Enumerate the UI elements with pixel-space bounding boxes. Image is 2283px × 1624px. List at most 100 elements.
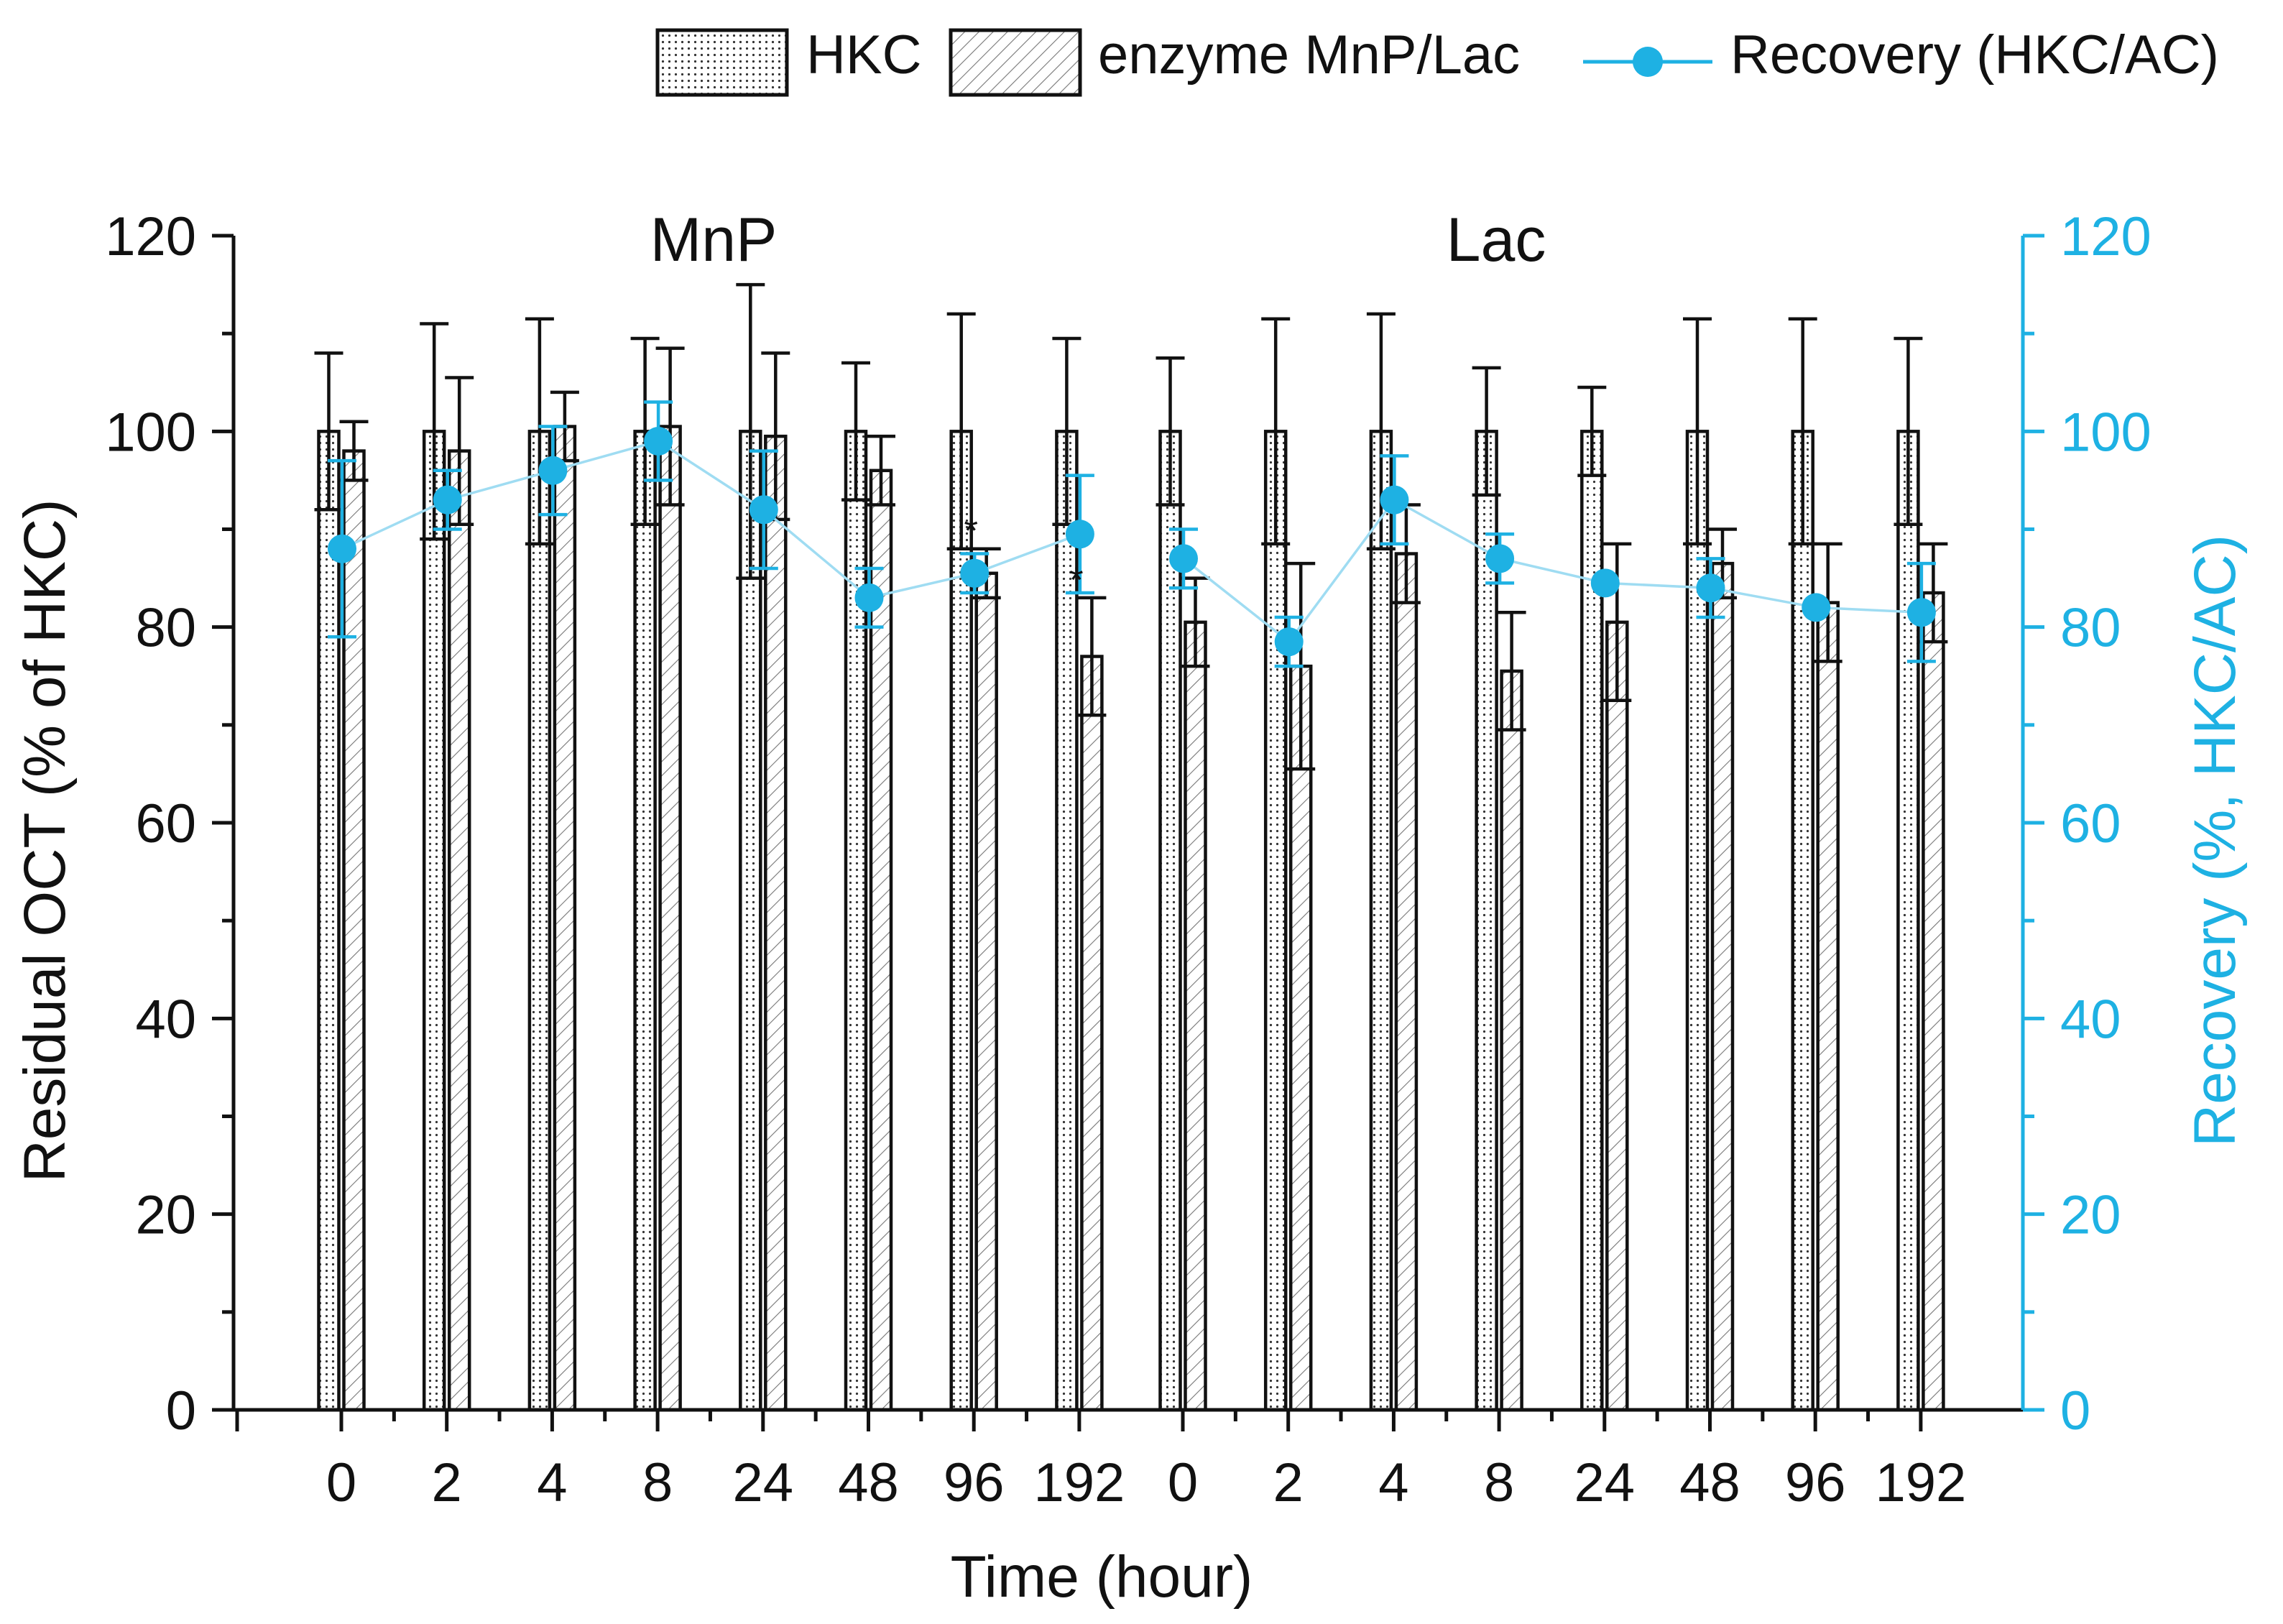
bar-hkc-lac-2 <box>1263 430 1288 1412</box>
bar-enzyme-mnp-96 <box>974 571 998 1412</box>
bar-enzyme-lac-2 <box>1288 664 1313 1412</box>
x-tick-label-mnp-48: 48 <box>838 1452 899 1513</box>
recovery-line-lac <box>1182 498 1922 644</box>
plot-area: ** <box>314 282 1948 1412</box>
legend-hkc-label: HKC <box>806 24 921 86</box>
bar-hkc-lac-96 <box>1791 430 1814 1412</box>
y2-tick-label-120: 120 <box>2060 206 2151 267</box>
y2-tick-label-0: 0 <box>2060 1380 2090 1441</box>
y2-tick-label-60: 60 <box>2060 793 2121 854</box>
y-tick-label-0: 0 <box>166 1380 196 1441</box>
y2-axis-title: Recovery (%, HKC/AC) <box>2182 535 2248 1147</box>
bar-enzyme-mnp-48 <box>869 469 893 1412</box>
bar-hkc-mnp-48 <box>844 430 868 1412</box>
y2-axis-ticks: 0 20 40 60 80 100 120 <box>2023 206 2151 1441</box>
bar-enzyme-mnp-24 <box>764 434 788 1412</box>
err-enzyme-mnp-8 <box>655 346 685 507</box>
bar-enzyme-mnp-192 <box>1080 655 1104 1412</box>
bar-enzyme-lac-192 <box>1922 591 1945 1412</box>
bar-enzyme-lac-48 <box>1710 561 1735 1412</box>
err-hkc-lac-192 <box>1894 336 1923 526</box>
legend: HKC enzyme MnP/Lac Recovery (HKC/AC) <box>655 24 2219 97</box>
group-title-mnp: MnP <box>650 206 778 274</box>
legend-enzyme-label: enzyme MnP/Lac <box>1098 24 1520 86</box>
y-tick-label-40: 40 <box>135 989 196 1050</box>
y-tick-label-120: 120 <box>105 206 196 267</box>
y-axis-ticks: 0 20 40 60 80 100 120 <box>105 206 234 1441</box>
err-hkc-lac-0 <box>1156 356 1185 507</box>
bar-hkc-lac-192 <box>1896 430 1920 1412</box>
bar-hkc-mnp-8 <box>633 430 657 1412</box>
point-recovery-lac-0 <box>1169 544 1198 573</box>
y2-tick-label-80: 80 <box>2060 598 2121 659</box>
y-tick-label-60: 60 <box>135 793 196 854</box>
x-tick-label-mnp-192: 192 <box>1033 1452 1125 1513</box>
bar-enzyme-lac-96 <box>1816 601 1840 1412</box>
x-axis-ticks: 0 2 4 8 24 48 96 192 0 2 4 8 24 48 96 192 <box>235 1410 1966 1513</box>
x-tick-label-lac-2: 2 <box>1273 1452 1304 1513</box>
bar-enzyme-mnp-0 <box>342 449 366 1412</box>
err-enzyme-mnp-0 <box>339 420 369 482</box>
point-recovery-lac-2 <box>1274 627 1304 657</box>
point-recovery-lac-24 <box>1590 568 1620 598</box>
x-tick-label-lac-48: 48 <box>1679 1452 1740 1513</box>
legend-recovery-marker <box>1633 47 1663 77</box>
err-hkc-lac-96 <box>1788 317 1817 546</box>
bar-enzyme-lac-24 <box>1605 620 1629 1412</box>
group-title-lac: Lac <box>1447 206 1546 274</box>
err-hkc-lac-2 <box>1261 317 1291 546</box>
legend-enzyme-swatch <box>949 28 1082 97</box>
point-recovery-mnp-96 <box>960 558 990 588</box>
err-hkc-mnp-8 <box>630 336 660 526</box>
bar-hkc-mnp-0 <box>317 430 341 1412</box>
significance-marker-mnp-192: * <box>1069 560 1083 600</box>
bar-hkc-mnp-2 <box>422 430 446 1412</box>
err-enzyme-mnp-192 <box>1077 596 1107 717</box>
y2-tick-label-20: 20 <box>2060 1185 2121 1246</box>
err-hkc-lac-48 <box>1683 317 1712 546</box>
bar-enzyme-lac-4 <box>1394 552 1419 1412</box>
x-tick-label-lac-96: 96 <box>1785 1452 1846 1513</box>
x-tick-label-lac-0: 0 <box>1168 1452 1198 1513</box>
x-tick-label-lac-192: 192 <box>1875 1452 1966 1513</box>
bar-enzyme-lac-8 <box>1500 669 1523 1412</box>
y-tick-label-100: 100 <box>105 402 196 463</box>
err-enzyme-lac-24 <box>1602 542 1632 703</box>
point-recovery-lac-48 <box>1696 573 1725 603</box>
bar-enzyme-lac-0 <box>1184 620 1207 1412</box>
x-tick-label-mnp-8: 8 <box>642 1452 673 1513</box>
point-recovery-mnp-0 <box>328 534 356 563</box>
err-hkc-lac-24 <box>1577 385 1607 477</box>
x-tick-label-mnp-4: 4 <box>537 1452 567 1513</box>
y2-tick-label-40: 40 <box>2060 989 2121 1050</box>
legend-recovery-label: Recovery (HKC/AC) <box>1730 24 2219 86</box>
x-tick-label-lac-4: 4 <box>1378 1452 1408 1513</box>
err-hkc-mnp-4 <box>525 317 554 546</box>
point-recovery-mnp-48 <box>854 583 884 612</box>
x-tick-label-lac-24: 24 <box>1574 1452 1636 1513</box>
point-recovery-mnp-24 <box>749 495 778 525</box>
bar-hkc-mnp-4 <box>527 430 552 1412</box>
bar-enzyme-mnp-2 <box>447 449 471 1412</box>
err-hkc-lac-8 <box>1472 366 1501 497</box>
recovery-line-mnp <box>341 440 1081 599</box>
y-axis-title: Residual OCT (% of HKC) <box>12 499 78 1183</box>
legend-hkc-swatch <box>655 28 789 97</box>
y2-tick-label-100: 100 <box>2060 402 2151 463</box>
point-recovery-lac-8 <box>1485 544 1515 573</box>
x-tick-label-lac-8: 8 <box>1484 1452 1514 1513</box>
bar-enzyme-mnp-4 <box>553 425 577 1412</box>
bar-hkc-lac-4 <box>1369 430 1393 1412</box>
err-hkc-lac-4 <box>1366 312 1396 550</box>
y-tick-label-80: 80 <box>135 598 196 659</box>
significance-marker-mnp-96: * <box>964 511 977 551</box>
point-recovery-lac-192 <box>1906 598 1936 627</box>
bar-hkc-lac-8 <box>1475 430 1498 1412</box>
err-hkc-mnp-48 <box>841 361 870 502</box>
point-recovery-lac-4 <box>1380 485 1409 515</box>
x-tick-label-mnp-0: 0 <box>326 1452 356 1513</box>
x-tick-label-mnp-2: 2 <box>432 1452 462 1513</box>
err-hkc-mnp-96 <box>946 312 976 550</box>
err-enzyme-lac-192 <box>1919 542 1948 644</box>
